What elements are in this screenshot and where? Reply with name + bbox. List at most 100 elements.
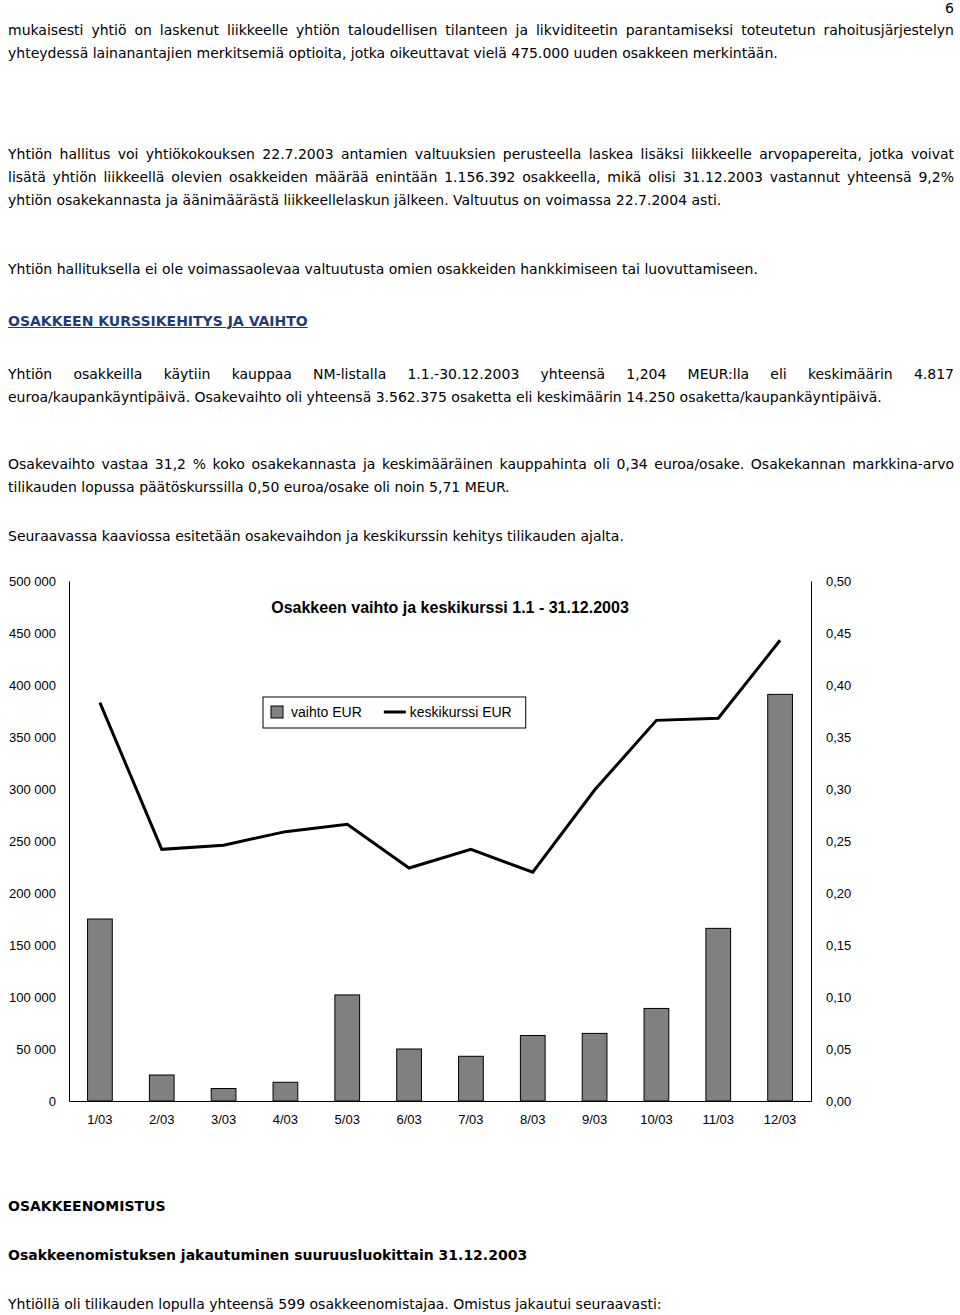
x-tick: 1/03 <box>87 1101 112 1127</box>
section-heading: OSAKKEEN KURSSIKEHITYS JA VAIHTO <box>8 310 954 333</box>
x-tick: 12/03 <box>764 1101 797 1127</box>
tick-label: 350 000 <box>9 730 56 745</box>
axis-line <box>70 1101 812 1102</box>
bar <box>397 1049 422 1101</box>
x-tick: 3/03 <box>211 1101 236 1127</box>
tick-label: 5/03 <box>335 1112 360 1127</box>
y2-axis: 0,00 0,05 0,10 0,15 0,20 0,25 0,30 0,35 0,40 0,45… <box>811 574 851 1109</box>
bar <box>520 1035 545 1101</box>
tick-label: 0,00 <box>826 1094 851 1109</box>
tick-label: 7/03 <box>458 1112 483 1127</box>
legend-swatch <box>271 706 283 718</box>
legend-label: vaihto EUR <box>291 704 362 720</box>
y-tick: 400 000 <box>9 678 69 693</box>
y2-tick: 0,05 <box>811 1042 851 1057</box>
axis-line <box>811 582 812 1102</box>
y-axis: 0 50 000 100 000 150 000 200 000 250 000 300 0… <box>9 574 70 1109</box>
tick-label: 200 000 <box>9 886 56 901</box>
tick-label: 0,45 <box>826 626 851 641</box>
tick-label: 3/03 <box>211 1112 236 1127</box>
section-heading: OSAKKEENOMISTUS <box>8 1195 954 1218</box>
tick-label: 450 000 <box>9 626 56 641</box>
tick-label: 0,50 <box>826 574 851 589</box>
paragraph: Osakevaihto vastaa 31,2 % koko osakekann… <box>8 453 954 499</box>
plot-area <box>88 640 793 1101</box>
y-tick: 150 000 <box>9 938 69 953</box>
legend-box <box>263 697 526 728</box>
line <box>100 640 780 872</box>
y-tick: 300 000 <box>9 782 69 797</box>
x-tick: 5/03 <box>335 1101 360 1127</box>
paragraph: Yhtiön hallituksella ei ole voimassaolev… <box>8 258 954 281</box>
y2-tick: 0,40 <box>811 678 851 693</box>
y-tick: 0 <box>49 1094 69 1109</box>
tick-label: 0,40 <box>826 678 851 693</box>
x-tick: 4/03 <box>273 1101 298 1127</box>
tick-label: 300 000 <box>9 782 56 797</box>
x-tick: 6/03 <box>396 1101 421 1127</box>
tick-label: 50 000 <box>16 1042 56 1057</box>
bar <box>211 1089 236 1101</box>
x-tick: 8/03 <box>520 1101 545 1127</box>
x-axis: 1/03 2/03 3/03 4/03 5/03 6/03 7/03 8/03 9/03 10/0… <box>70 1101 812 1127</box>
tick-label: 2/03 <box>149 1112 174 1127</box>
tick-label: 0,15 <box>826 938 851 953</box>
y2-tick: 0,10 <box>811 990 851 1005</box>
bar <box>582 1033 607 1101</box>
tick-label: 1/03 <box>87 1112 112 1127</box>
y-tick: 450 000 <box>9 626 69 641</box>
tick-label: 100 000 <box>9 990 56 1005</box>
x-tick: 2/03 <box>149 1101 174 1127</box>
tick-label: 500 000 <box>9 574 56 589</box>
y2-tick: 0,35 <box>811 730 851 745</box>
tick-label: 0,10 <box>826 990 851 1005</box>
y-tick: 200 000 <box>9 886 69 901</box>
y-tick: 250 000 <box>9 834 69 849</box>
legend-label: keskikurssi EUR <box>410 704 512 720</box>
y2-tick: 0,30 <box>811 782 851 797</box>
tick-label: 0,35 <box>826 730 851 745</box>
tick-label: 150 000 <box>9 938 56 953</box>
tick-label: 0,20 <box>826 886 851 901</box>
paragraph: Yhtiön hallitus voi yhtiökokouksen 22.7.… <box>8 143 954 212</box>
tick-label: 6/03 <box>396 1112 421 1127</box>
bar <box>459 1056 484 1101</box>
page-number: 6 <box>945 0 954 16</box>
y2-tick: 0,25 <box>811 834 851 849</box>
bar <box>768 694 793 1101</box>
legend: vaihto EUR keskikurssi EUR <box>263 697 526 728</box>
paragraph: Yhtiöllä oli tilikauden lopulla yhteensä… <box>8 1293 954 1315</box>
bar <box>149 1075 174 1101</box>
bar <box>273 1082 298 1101</box>
tick-label: 4/03 <box>273 1112 298 1127</box>
bar <box>335 995 360 1101</box>
tick-label: 0,05 <box>826 1042 851 1057</box>
tick-label: 0,25 <box>826 834 851 849</box>
tick-label: 10/03 <box>640 1112 673 1127</box>
bar <box>706 928 731 1101</box>
tick-label: 12/03 <box>764 1112 797 1127</box>
tick-label: 8/03 <box>520 1112 545 1127</box>
y-tick: 350 000 <box>9 730 69 745</box>
tick-label: 0,30 <box>826 782 851 797</box>
paragraph: mukaisesti yhtiö on laskenut liikkeelle … <box>8 19 954 65</box>
y2-tick: 0,20 <box>811 886 851 901</box>
chart: 0 50 000 100 000 150 000 200 000 250 000 300 0… <box>0 560 960 1150</box>
paragraph: Seuraavassa kaaviossa esitetään osakevai… <box>8 525 954 548</box>
chart-title: Osakkeen vaihto ja keskikurssi 1.1 - 31.… <box>271 599 629 616</box>
y2-tick: 0,50 <box>811 574 851 589</box>
x-tick: 11/03 <box>702 1101 734 1127</box>
tick-label: 400 000 <box>9 678 56 693</box>
y-tick: 500 000 <box>9 574 69 589</box>
tick-label: 9/03 <box>582 1112 607 1127</box>
paragraph: Yhtiön osakkeilla käytiin kauppaa NM-lis… <box>8 363 954 409</box>
tick-label: 250 000 <box>9 834 56 849</box>
x-tick: 7/03 <box>458 1101 483 1127</box>
y2-tick: 0,00 <box>811 1094 851 1109</box>
bar <box>644 1008 669 1101</box>
y2-tick: 0,15 <box>811 938 851 953</box>
axis-line <box>69 582 70 1102</box>
tick-label: 0 <box>49 1094 56 1109</box>
y2-tick: 0,45 <box>811 626 851 641</box>
x-tick: 9/03 <box>582 1101 607 1127</box>
